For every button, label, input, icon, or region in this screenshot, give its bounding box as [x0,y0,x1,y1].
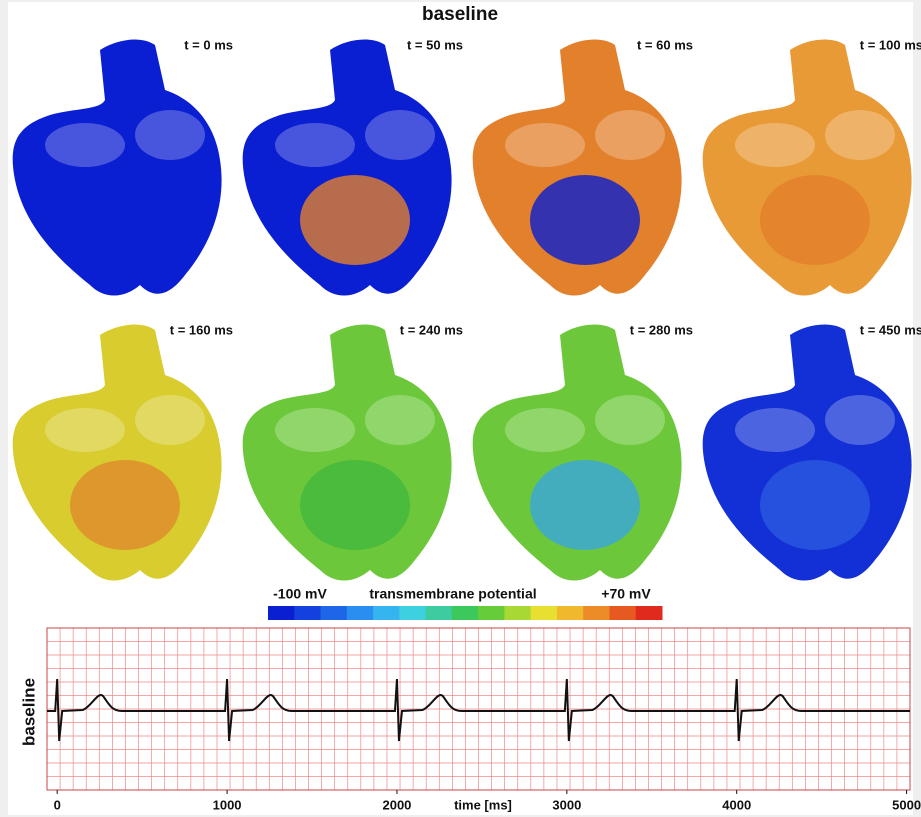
x-tick-label: 0 [54,797,61,812]
heart-cavity [735,123,815,167]
colorbar-title: transmembrane potential [369,586,536,602]
panel-label: t = 240 ms [400,322,463,337]
colorbar-swatch [531,606,558,620]
colorbar-swatch [504,606,531,620]
colorbar-swatch [268,606,295,620]
heart-cavity [505,408,585,452]
panel-label: t = 100 ms [860,37,921,52]
panel-label: t = 0 ms [184,37,233,52]
heart-region [760,460,870,550]
heart-cavity [595,395,665,445]
heart-cavity [45,408,125,452]
colorbar-swatch [347,606,374,620]
colorbar-swatch [452,606,479,620]
heart-cavity [275,408,355,452]
heart-region [530,175,640,265]
panel-label: t = 450 ms [860,322,921,337]
heart-region [70,460,180,550]
colorbar-swatch [399,606,426,620]
x-tick-label: 5000 [892,797,921,812]
heart-cavity [135,395,205,445]
heart-cavity [365,395,435,445]
colorbar-swatch [294,606,321,620]
colorbar-swatch [321,606,348,620]
heart-region [760,175,870,265]
y-axis-label: baseline [19,678,38,746]
x-tick-label: 2000 [382,797,411,812]
heart-region [530,460,640,550]
panel-label: t = 280 ms [630,322,693,337]
x-axis-label: time [ms] [454,797,512,812]
colorbar-swatch [609,606,636,620]
panel-label: t = 160 ms [170,322,233,337]
colorbar-swatch [557,606,584,620]
colorbar-swatch [636,606,663,620]
colorbar-swatch [373,606,400,620]
heart-region [70,175,180,265]
heart-cavity [825,110,895,160]
colorbar-max-label: +70 mV [601,586,651,602]
heart-cavity [735,408,815,452]
colorbar-swatch [426,606,453,620]
x-tick-label: 1000 [213,797,242,812]
heart-region [300,175,410,265]
heart-cavity [275,123,355,167]
heart-cavity [595,110,665,160]
x-tick-label: 4000 [722,797,751,812]
heart-region [300,460,410,550]
heart-cavity [45,123,125,167]
figure: baseline t = 0 ms t = 50 ms t = 60 ms t = 1… [0,0,921,817]
colorbar-swatch [583,606,610,620]
panel-label: t = 60 ms [637,37,693,52]
panel-label: t = 50 ms [407,37,463,52]
heart-cavity [825,395,895,445]
x-tick-label: 3000 [552,797,581,812]
heart-cavity [135,110,205,160]
colorbar-swatch [478,606,505,620]
heart-cavity [505,123,585,167]
colorbar-min-label: -100 mV [273,586,327,602]
heart-cavity [365,110,435,160]
figure-title: baseline [422,4,498,25]
